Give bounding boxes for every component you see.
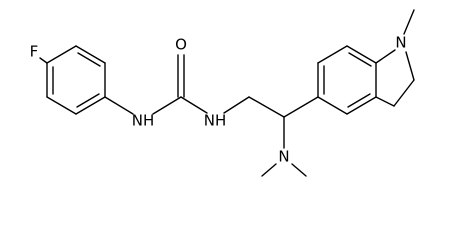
atom-labels: F NH O NH N N	[30, 34, 407, 166]
atom-label: NH	[204, 112, 227, 130]
atom-label: F	[30, 43, 39, 61]
atom-label: N	[278, 148, 289, 166]
bonds	[39, 9, 415, 177]
atom-label: O	[175, 36, 187, 54]
molecule-diagram: F NH O NH N N	[30, 9, 415, 177]
atom-label: N	[395, 34, 406, 52]
atom-label: NH	[132, 112, 155, 130]
